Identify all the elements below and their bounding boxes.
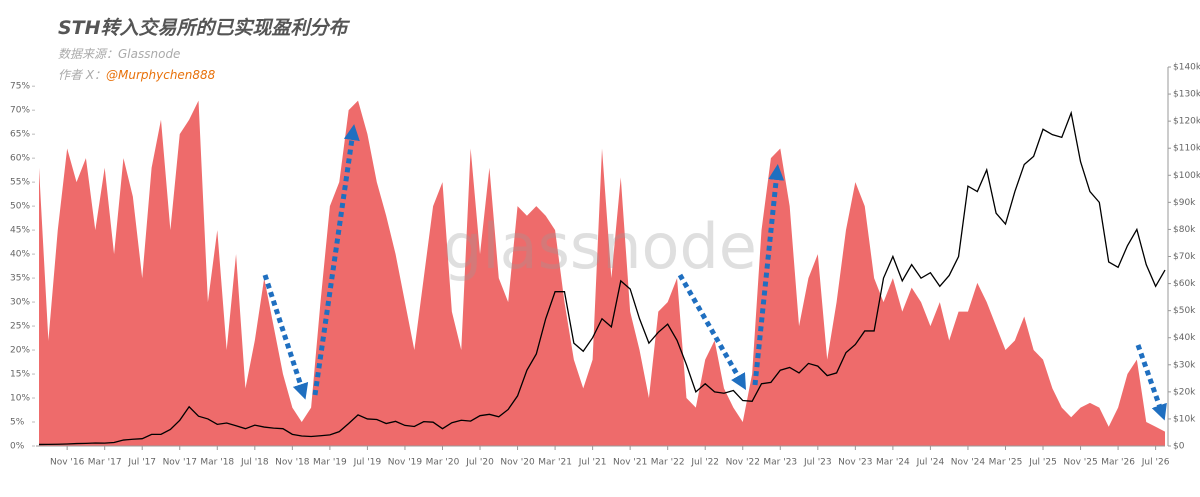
x-tick-label: Mar '22 <box>651 458 685 468</box>
annotation-arrows <box>262 124 1167 421</box>
x-tick-label: Nov '24 <box>951 458 986 468</box>
y2-tick-label: $140k <box>1173 63 1200 73</box>
x-tick-label: Nov '16 <box>50 458 85 468</box>
x-tick-label: Nov '20 <box>500 458 535 468</box>
y-tick-label: 5% <box>10 418 25 428</box>
x-tick-label: Jul '21 <box>578 458 607 468</box>
y-tick-label: 55% <box>10 178 30 188</box>
x-tick-label: Jul '25 <box>1028 458 1057 468</box>
chart-title: STH转入交易所的已实现盈利分布 <box>58 17 351 39</box>
x-tick-label: Jul '23 <box>803 458 832 468</box>
y-tick-label: 70% <box>10 106 30 116</box>
y-tick-label: 45% <box>10 226 30 236</box>
y-tick-label: 30% <box>10 298 30 308</box>
y-tick-label: 25% <box>10 322 30 332</box>
x-tick-label: Jul '19 <box>353 458 382 468</box>
y-tick-label: 50% <box>10 202 30 212</box>
x-tick-label: Jul '24 <box>916 458 945 468</box>
x-tick-label: Mar '18 <box>200 458 234 468</box>
y-tick-label: 15% <box>10 370 30 380</box>
y2-tick-label: $10k <box>1173 414 1196 424</box>
x-tick-label: Jul '18 <box>240 458 269 468</box>
y2-tick-label: $80k <box>1173 225 1196 235</box>
y2-tick-label: $90k <box>1173 198 1196 208</box>
y2-tick-label: $50k <box>1173 306 1196 316</box>
area <box>39 100 1165 446</box>
y2-tick-label: $130k <box>1173 90 1200 100</box>
x-tick-label: Mar '20 <box>426 458 460 468</box>
x-tick-label: Mar '26 <box>1101 458 1135 468</box>
y-tick-label: 75% <box>10 82 30 92</box>
author: @Murphychen888 <box>106 68 216 82</box>
y2-tick-label: $60k <box>1173 279 1196 289</box>
x-tick-label: Jul '26 <box>1141 458 1170 468</box>
y-tick-label: 60% <box>10 154 30 164</box>
y-tick-label: 0% <box>10 442 25 452</box>
arrow <box>1135 344 1167 421</box>
y2-tick-label: $120k <box>1173 117 1200 127</box>
y2-tick-label: $100k <box>1173 171 1200 181</box>
arrow <box>262 274 309 400</box>
x-tick-label: Nov '25 <box>1063 458 1097 468</box>
watermark: glassnode <box>443 210 757 283</box>
plot-area: 0% 5% 10% 15% 20% 25% 30% 35% 40% 45% 50% 55% 60% 65%… <box>10 63 1200 468</box>
y2-tick-label: $70k <box>1173 252 1196 262</box>
x-tick-label: Mar '21 <box>538 458 572 468</box>
author-prefix: 作者 X： <box>58 68 106 82</box>
x-tick-label: Nov '22 <box>726 458 760 468</box>
x-tick-label: Nov '23 <box>838 458 872 468</box>
x-tick-label: Nov '21 <box>613 458 647 468</box>
x-tick-label: Nov '18 <box>275 458 310 468</box>
y-tick-label: 20% <box>10 346 30 356</box>
subtitle: 数据来源：Glassnode <box>58 47 180 61</box>
x-tick-label: Mar '17 <box>88 458 122 468</box>
x-tick-label: Mar '19 <box>313 458 347 468</box>
y2-tick-label: $30k <box>1173 360 1196 370</box>
y2-tick-label: $40k <box>1173 333 1196 343</box>
x-tick-label: Mar '24 <box>876 458 910 468</box>
x-tick-label: Nov '17 <box>163 458 197 468</box>
arrow <box>677 273 746 390</box>
x-tick-label: Mar '23 <box>763 458 797 468</box>
y-tick-label: 40% <box>10 250 30 260</box>
x-tick-label: Jul '22 <box>690 458 719 468</box>
y2-tick-label: $110k <box>1173 144 1200 154</box>
y-tick-label: 10% <box>10 394 30 404</box>
x-tick-label: Nov '19 <box>388 458 423 468</box>
price-line <box>38 110 1166 446</box>
y-tick-label: 65% <box>10 130 30 140</box>
y-tick-label: 35% <box>10 274 30 284</box>
x-tick-label: Mar '25 <box>989 458 1023 468</box>
y2-tick-label: $20k <box>1173 387 1196 397</box>
x-tick-label: Jul '20 <box>465 458 494 468</box>
y2-tick-label: $0 <box>1173 442 1185 452</box>
x-tick-label: Jul '17 <box>127 458 156 468</box>
